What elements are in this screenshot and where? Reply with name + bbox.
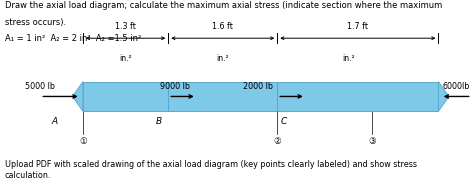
Text: A: A bbox=[52, 117, 57, 126]
Text: 5000 lb: 5000 lb bbox=[25, 82, 55, 91]
Bar bbox=[83, 82, 168, 111]
Text: in.²: in.² bbox=[119, 54, 132, 63]
Text: Upload PDF with scaled drawing of the axial load diagram (key points clearly lab: Upload PDF with scaled drawing of the ax… bbox=[5, 160, 417, 169]
Text: calculation.: calculation. bbox=[5, 172, 51, 180]
Bar bbox=[277, 82, 438, 111]
Text: ②: ② bbox=[273, 137, 281, 146]
Polygon shape bbox=[73, 82, 83, 111]
Text: 2000 lb: 2000 lb bbox=[243, 82, 273, 91]
Text: 9000 lb: 9000 lb bbox=[160, 82, 191, 91]
Text: C: C bbox=[280, 117, 287, 126]
Text: B: B bbox=[156, 117, 162, 126]
Bar bbox=[168, 82, 277, 111]
Text: Draw the axial load diagram; calculate the maximum axial stress (indicate sectio: Draw the axial load diagram; calculate t… bbox=[5, 1, 442, 10]
Text: in.²: in.² bbox=[342, 54, 355, 63]
Text: 1.7 ft: 1.7 ft bbox=[347, 22, 368, 31]
Text: 6000lb: 6000lb bbox=[442, 82, 470, 91]
Text: ③: ③ bbox=[368, 137, 376, 146]
Text: ①: ① bbox=[79, 137, 87, 146]
Text: 1.3 ft: 1.3 ft bbox=[115, 22, 136, 31]
Text: 1.6 ft: 1.6 ft bbox=[212, 22, 233, 31]
Text: stress occurs).: stress occurs). bbox=[5, 18, 66, 27]
Text: A₁ = 1 in²  A₂ = 2 in²  A₂ =1.5 in²: A₁ = 1 in² A₂ = 2 in² A₂ =1.5 in² bbox=[5, 34, 141, 43]
Polygon shape bbox=[438, 82, 449, 111]
Text: in.²: in.² bbox=[217, 54, 229, 63]
